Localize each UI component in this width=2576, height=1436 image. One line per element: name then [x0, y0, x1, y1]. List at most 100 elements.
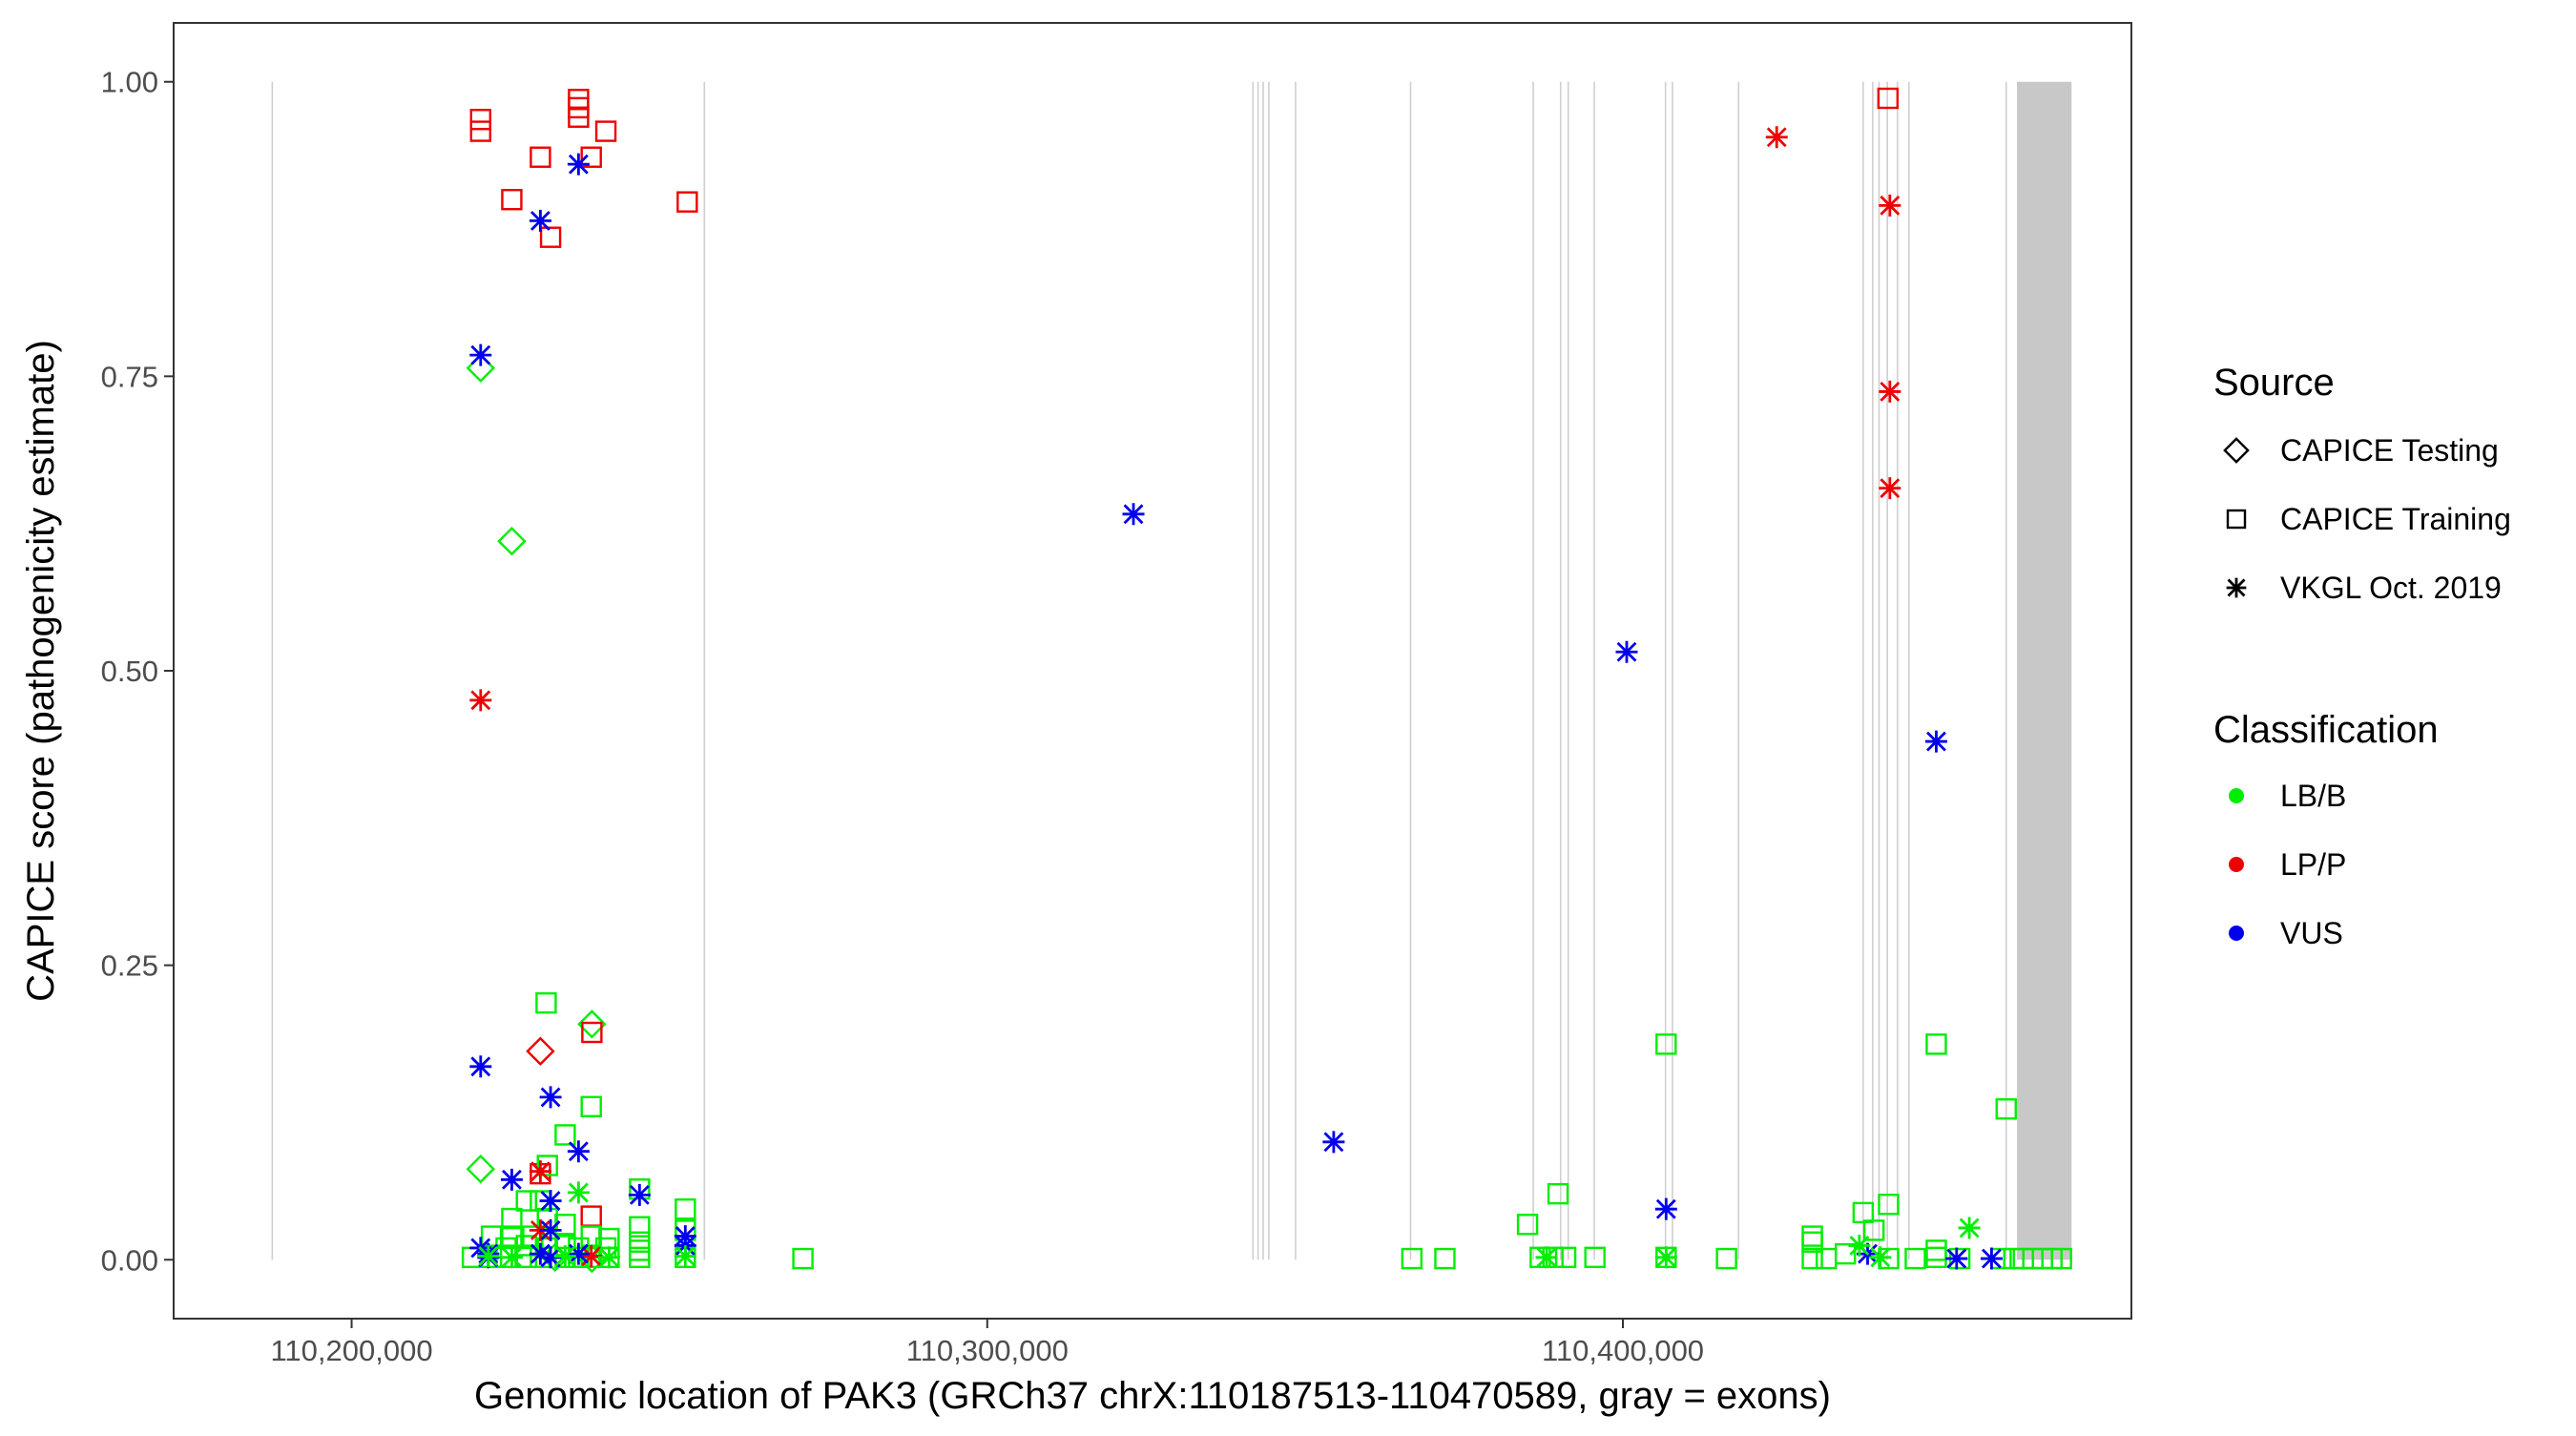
asterisk-lpp-point [469, 689, 492, 712]
y-tick-label: 1.00 [101, 66, 158, 99]
legend-source-label: CAPICE Testing [2280, 433, 2499, 468]
square-lpp-point [539, 226, 562, 248]
square-lpp-point [594, 120, 617, 142]
diamond-lbb-point [577, 1009, 607, 1039]
asterisk-lpp-point [580, 1245, 603, 1268]
square-lbb-point [1852, 1201, 1875, 1224]
asterisk-lbb-point [553, 1245, 576, 1268]
exon-markers [271, 81, 2072, 1260]
asterisk-lbb-point [500, 1246, 523, 1269]
asterisk-vus-point [500, 1168, 523, 1191]
square-lpp-point [469, 109, 491, 131]
legend-class-label: LB/B [2280, 779, 2346, 813]
asterisk-lbb-point [477, 1245, 500, 1268]
plot-panel-border [173, 22, 2132, 1320]
asterisk-vus-point [567, 1140, 590, 1163]
square-lbb-point [629, 1216, 651, 1238]
asterisk-lbb-point [1848, 1234, 1871, 1257]
square-lbb-point [1554, 1246, 1577, 1269]
exon-band [2017, 81, 2072, 1260]
asterisk-lpp-point [1879, 477, 1901, 500]
legend-classification-title: Classification [2213, 709, 2439, 751]
asterisk-vus-point [529, 1242, 551, 1265]
x-axis-title: Genomic location of PAK3 (GRCh37 chrX:11… [474, 1375, 1831, 1417]
square-lbb-point [792, 1247, 814, 1270]
square-lbb-point [535, 991, 557, 1014]
diamond-icon [2223, 437, 2250, 464]
square-lbb-point [629, 1239, 651, 1261]
legend-color-dot-icon [2229, 788, 2244, 803]
asterisk-vus-point [539, 1086, 562, 1109]
asterisk-lpp-point [1879, 194, 1901, 217]
asterisk-vus-point [1322, 1131, 1345, 1154]
asterisk-vus-point [1122, 503, 1145, 526]
square-lbb-point [1801, 1225, 1823, 1247]
asterisk-vus-point [539, 1218, 562, 1241]
asterisk-vus-point [628, 1183, 651, 1206]
square-lbb-point [1925, 1239, 1947, 1261]
legend-color-dot-icon [2229, 857, 2244, 872]
square-lpp-point [568, 106, 590, 128]
asterisk-lpp-point [529, 1160, 551, 1183]
square-lbb-point [1878, 1194, 1900, 1216]
diamond-lbb-point [497, 527, 527, 556]
legend-classification-items: LB/B LP/P VUS [2229, 779, 2346, 950]
square-lbb-point [1862, 1219, 1885, 1241]
square-lbb-point [1995, 1098, 2017, 1120]
square-lbb-point [1516, 1214, 1539, 1236]
asterisk-vus-point [469, 343, 492, 366]
square-lbb-point [554, 1124, 576, 1146]
square-lpp-point [530, 146, 551, 168]
square-lbb-point [1584, 1246, 1606, 1269]
asterisk-vus-point [539, 1190, 562, 1213]
diamond-lbb-point [466, 1155, 495, 1184]
square-lpp-point [580, 146, 602, 168]
square-lbb-point [1547, 1182, 1569, 1205]
legend-color-dot-icon [2229, 926, 2244, 941]
diamond-lpp-point [526, 1036, 555, 1066]
square-lbb-point [1434, 1247, 1456, 1270]
y-tick-label: 0.50 [101, 655, 158, 688]
x-tick-label: 110,300,000 [906, 1334, 1069, 1367]
square-lbb-point [580, 1095, 602, 1117]
square-lbb-point [1401, 1247, 1423, 1270]
asterisk-lbb-point [1869, 1246, 1892, 1269]
square-lbb-point [1801, 1231, 1823, 1253]
asterisk-vus-point [539, 1246, 562, 1269]
square-icon [2226, 509, 2247, 530]
x-tick-label: 110,200,000 [270, 1334, 432, 1367]
asterisk-lbb-point [674, 1245, 696, 1268]
square-lpp-point [581, 1021, 603, 1044]
data-points [461, 87, 2072, 1274]
square-lpp-point [568, 89, 590, 111]
legend: Source CAPICE Testing CAPICE Training VKGL… [2213, 362, 2511, 950]
x-axis: 110,200,000 110,300,000 110,400,000 [270, 1319, 1704, 1367]
asterisk-lbb-point [1654, 1246, 1677, 1269]
square-lbb-point [675, 1197, 696, 1220]
legend-source-label: VKGL Oct. 2019 [2280, 571, 2502, 605]
y-tick-label: 0.75 [101, 360, 158, 393]
asterisk-vus-point [1615, 640, 1638, 663]
square-lbb-point [1925, 1246, 1947, 1269]
y-tick-label: 0.00 [101, 1243, 158, 1277]
asterisk-lpp-point [1879, 380, 1901, 403]
square-lpp-point [501, 188, 523, 211]
legend-source-title: Source [2213, 362, 2335, 404]
square-lbb-point [1834, 1242, 1857, 1265]
square-lbb-point [1904, 1247, 1926, 1270]
square-lpp-point [580, 1205, 602, 1227]
square-lbb-point [480, 1225, 503, 1247]
square-lbb-point [2050, 1247, 2072, 1270]
asterisk-lbb-point [597, 1246, 620, 1269]
asterisk-vus-point [567, 153, 590, 176]
legend-class-label: LP/P [2280, 847, 2346, 882]
x-tick-label: 110,400,000 [1542, 1334, 1704, 1367]
square-lbb-point [1655, 1033, 1677, 1055]
legend-source-items: CAPICE Testing CAPICE Training VKGL Oct. 2… [2223, 433, 2511, 605]
asterisk-vus-point [1654, 1197, 1677, 1220]
asterisk-lbb-point [1535, 1246, 1558, 1269]
y-axis-title: CAPICE score (pathogenicity estimate) [20, 340, 62, 1002]
asterisk-vus-point [567, 1242, 590, 1265]
square-lbb-point [536, 1155, 558, 1176]
